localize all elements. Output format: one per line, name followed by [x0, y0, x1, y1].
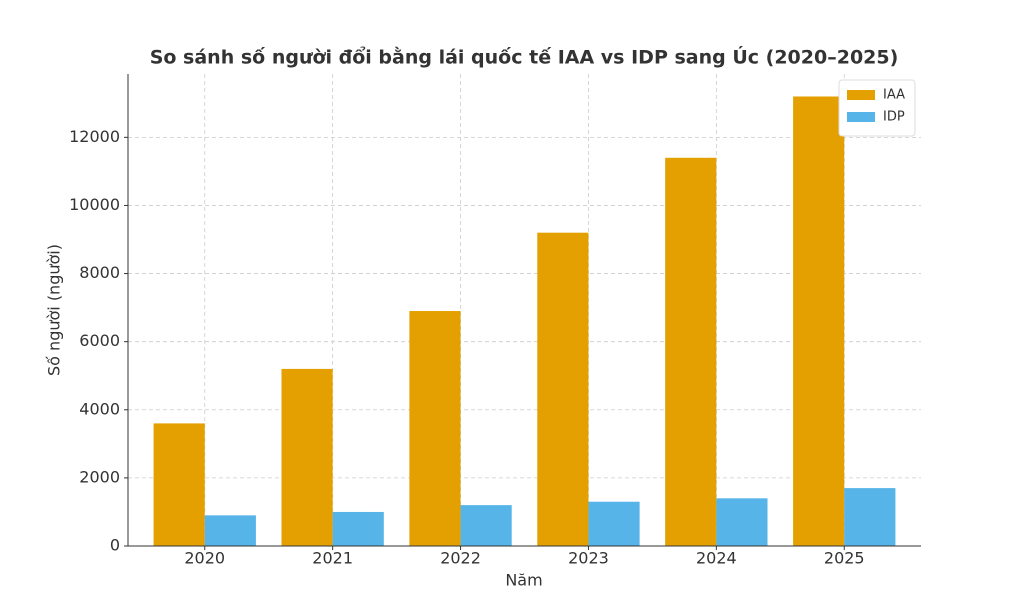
- bar: [793, 96, 845, 546]
- legend-label: IAA: [883, 88, 905, 103]
- y-tick-label: 4000: [79, 399, 120, 418]
- bar: [153, 423, 205, 546]
- x-tick-label: 2024: [696, 549, 737, 568]
- legend-swatch: [847, 112, 875, 122]
- x-axis-label: Năm: [505, 571, 542, 590]
- bar: [332, 511, 384, 546]
- x-tick-label: 2020: [184, 549, 225, 568]
- bar: [844, 488, 896, 546]
- y-tick-label: 8000: [79, 263, 120, 282]
- x-tick-label: 2021: [312, 549, 353, 568]
- bar: [409, 311, 461, 546]
- bar: [537, 232, 589, 546]
- bar: [204, 515, 256, 546]
- bar: [588, 501, 640, 546]
- bar: [281, 368, 333, 546]
- bar: [716, 498, 768, 546]
- y-tick-label: 2000: [79, 467, 120, 486]
- x-tick-label: 2025: [824, 549, 865, 568]
- bar: [665, 157, 717, 546]
- legend-label: IDP: [883, 110, 905, 125]
- chart-title: So sánh số người đổi bằng lái quốc tế IA…: [150, 45, 899, 69]
- y-tick-label: 10000: [69, 195, 120, 214]
- x-tick-label: 2023: [568, 549, 609, 568]
- bar: [460, 505, 512, 546]
- legend-swatch: [847, 90, 875, 100]
- y-axis-label: Số người (người): [45, 244, 64, 376]
- y-tick-label: 6000: [79, 331, 120, 350]
- x-tick-label: 2022: [440, 549, 481, 568]
- y-tick-label: 12000: [69, 127, 120, 146]
- y-tick-label: 0: [110, 536, 120, 555]
